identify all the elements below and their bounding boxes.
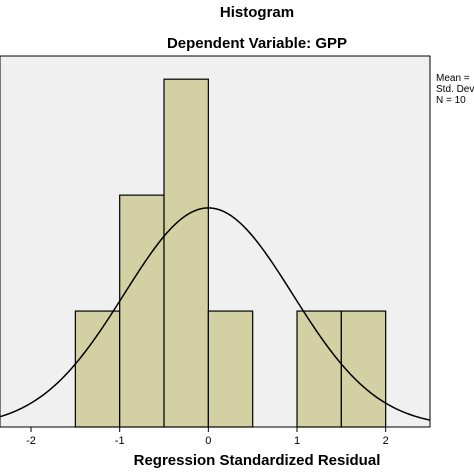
normal-curve <box>0 207 431 421</box>
x-tick-label-3: 1 <box>294 435 300 447</box>
stats-n: N = 10 <box>436 95 466 106</box>
histogram-bar-1 <box>119 194 165 428</box>
chart-subtitle: Dependent Variable: GPP <box>166 35 348 52</box>
stats-mean: Mean = <box>436 73 470 84</box>
stats-std-dev: Std. Dev <box>436 84 474 95</box>
x-axis-label: Regression Standardized Residual <box>133 452 381 469</box>
x-tick-label-0: -2 <box>26 435 36 447</box>
histogram-bar-0 <box>74 310 121 428</box>
histogram-bar-3 <box>207 310 254 428</box>
histogram-bar-2 <box>163 78 209 428</box>
x-tick-label-1: -1 <box>115 435 125 447</box>
histogram-bar-5 <box>340 310 387 428</box>
chart-title: Histogram <box>219 4 295 21</box>
histogram-bar-4 <box>296 310 342 428</box>
x-tick-label-2: 0 <box>205 435 211 447</box>
x-tick-label-4: 2 <box>383 435 389 447</box>
